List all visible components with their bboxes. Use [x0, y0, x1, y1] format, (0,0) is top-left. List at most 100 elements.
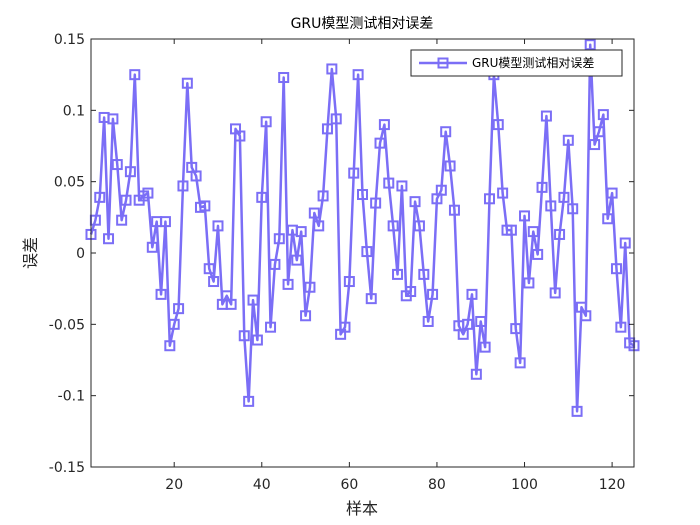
data-point — [304, 281, 316, 293]
x-tick-label: 100 — [511, 477, 538, 493]
data-point — [251, 334, 263, 346]
data-point — [610, 263, 622, 275]
data-point — [440, 126, 452, 138]
data-point — [519, 210, 531, 222]
data-point — [435, 184, 447, 196]
data-point — [243, 395, 255, 407]
data-point — [392, 268, 404, 280]
data-point — [203, 263, 215, 275]
x-tick-label: 60 — [340, 477, 358, 493]
data-point — [129, 69, 141, 81]
data-point — [321, 123, 333, 135]
x-tick-label: 20 — [165, 477, 183, 493]
data-point — [427, 288, 439, 300]
data-point — [212, 220, 224, 232]
data-point — [273, 233, 285, 245]
data-point — [190, 170, 202, 182]
data-point — [571, 405, 583, 417]
data-point — [505, 224, 517, 236]
data-point — [602, 213, 614, 225]
data-point — [295, 226, 307, 238]
data-point — [466, 288, 478, 300]
data-point — [278, 72, 290, 84]
data-point — [597, 109, 609, 121]
data-point — [199, 200, 211, 212]
x-tick-label: 120 — [599, 477, 626, 493]
data-point — [94, 191, 106, 203]
data-point — [159, 216, 171, 228]
x-axis-label: 样本 — [346, 499, 378, 518]
data-point — [177, 180, 189, 192]
y-tick-label: -0.05 — [49, 317, 85, 333]
data-point — [317, 190, 329, 202]
data-point — [247, 294, 259, 306]
y-tick-label: -0.1 — [58, 389, 85, 405]
data-point — [357, 189, 368, 201]
data-point — [479, 341, 491, 353]
series-line — [89, 43, 635, 413]
data-point — [396, 180, 408, 192]
data-point — [378, 119, 390, 131]
data-point — [514, 357, 526, 369]
y-tick-label: 0.05 — [54, 175, 85, 191]
data-point — [142, 187, 154, 199]
data-point — [562, 134, 574, 146]
data-point — [282, 278, 294, 290]
data-point — [497, 187, 509, 199]
data-point — [422, 315, 434, 327]
data-point — [413, 220, 425, 232]
data-point — [470, 368, 482, 380]
data-point — [313, 220, 325, 232]
data-point — [256, 191, 268, 203]
data-point — [260, 116, 272, 128]
data-point — [510, 323, 522, 335]
data-point — [238, 330, 250, 342]
data-point — [107, 113, 119, 125]
data-point — [593, 126, 605, 138]
data-point — [483, 193, 495, 205]
data-point — [181, 77, 193, 89]
data-point — [361, 246, 373, 258]
data-point — [523, 277, 535, 289]
data-point — [164, 340, 176, 352]
data-point — [326, 63, 338, 75]
data-point — [343, 276, 355, 288]
y-tick-label: 0.15 — [54, 32, 85, 48]
data-point — [536, 181, 548, 193]
data-point — [554, 228, 566, 240]
data-point — [387, 220, 399, 232]
data-point — [532, 248, 544, 260]
data-point — [492, 119, 504, 131]
data-point — [365, 293, 377, 305]
data-point — [208, 276, 220, 288]
data-point — [291, 254, 303, 266]
y-tick-label: 0 — [76, 246, 85, 262]
data-point — [168, 318, 180, 330]
data-point — [418, 268, 430, 280]
data-point — [352, 69, 364, 81]
data-point — [615, 321, 627, 333]
data-point — [300, 310, 312, 322]
chart-title: GRU模型测试相对误差 — [291, 16, 434, 32]
x-tick-label: 80 — [428, 477, 446, 493]
legend-entry-label: GRU模型测试相对误差 — [472, 55, 594, 70]
data-point — [339, 321, 351, 333]
data-point — [348, 167, 360, 179]
data-point — [558, 191, 570, 203]
data-point — [580, 310, 592, 322]
data-point — [527, 226, 539, 238]
data-point — [124, 166, 136, 178]
data-point — [444, 160, 456, 172]
data-point — [606, 187, 618, 199]
data-point — [448, 204, 460, 216]
data-point — [475, 315, 487, 327]
data-point — [405, 286, 417, 298]
data-point — [540, 110, 552, 122]
data-point — [111, 159, 123, 171]
y-tick-label: 0.1 — [63, 103, 85, 119]
data-point — [584, 39, 596, 51]
legend-marker-sample — [437, 57, 449, 69]
data-point — [545, 200, 557, 212]
